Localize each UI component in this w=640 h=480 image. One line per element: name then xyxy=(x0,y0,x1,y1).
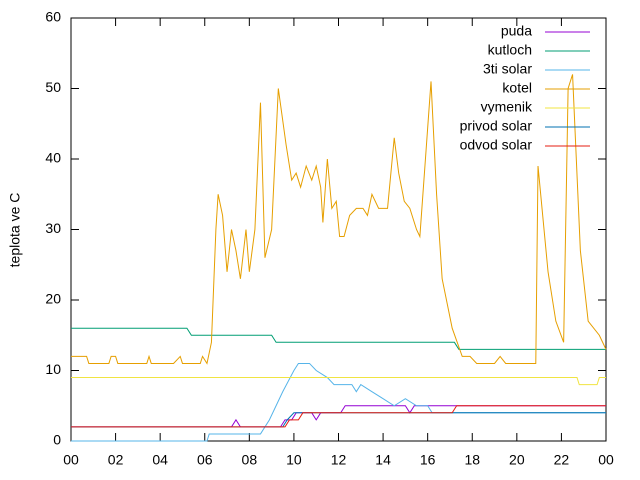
x-tick-label: 00 xyxy=(598,452,614,468)
y-tick-label: 10 xyxy=(45,361,61,377)
legend-label: privod solar xyxy=(460,118,533,134)
legend-label: 3ti solar xyxy=(483,61,532,77)
x-tick-label: 10 xyxy=(286,452,302,468)
series-line xyxy=(71,412,606,428)
y-tick-label: 0 xyxy=(53,432,61,448)
x-tick-label: 22 xyxy=(554,452,570,468)
legend-label: vymenik xyxy=(481,99,533,115)
series-line xyxy=(71,327,606,350)
series-line xyxy=(71,405,606,428)
x-tick-label: 04 xyxy=(152,452,168,468)
x-tick-label: 12 xyxy=(331,452,347,468)
y-tick-label: 60 xyxy=(45,9,61,25)
x-tick-label: 20 xyxy=(509,452,525,468)
x-tick-label: 02 xyxy=(108,452,124,468)
y-tick-label: 20 xyxy=(45,291,61,307)
legend-label: odvod solar xyxy=(460,137,533,153)
y-tick-label: 40 xyxy=(45,150,61,166)
series-line xyxy=(71,74,607,365)
series-line xyxy=(71,377,606,386)
y-axis-label: teplota ve C xyxy=(7,193,23,268)
series-line xyxy=(71,405,606,428)
x-tick-label: 16 xyxy=(420,452,436,468)
x-tick-label: 06 xyxy=(197,452,213,468)
y-tick-label: 50 xyxy=(45,79,61,95)
legend-label: kotel xyxy=(502,80,532,96)
legend-label: kutloch xyxy=(488,42,532,58)
x-tick-label: 00 xyxy=(63,452,79,468)
x-tick-label: 08 xyxy=(242,452,258,468)
x-tick-label: 18 xyxy=(464,452,480,468)
legend-label: puda xyxy=(501,23,532,39)
series-line xyxy=(71,362,606,442)
y-tick-label: 30 xyxy=(45,220,61,236)
x-tick-label: 14 xyxy=(375,452,391,468)
